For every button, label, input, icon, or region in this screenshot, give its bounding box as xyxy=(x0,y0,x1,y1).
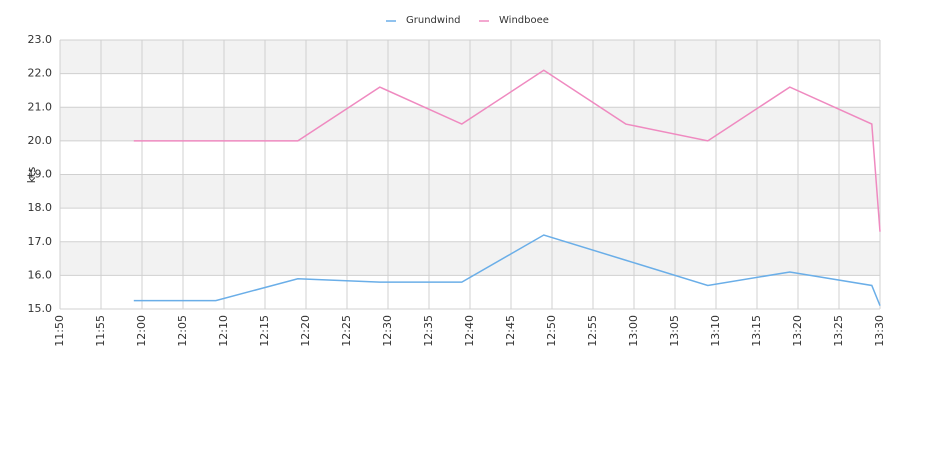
x-tick-label: 11:50 xyxy=(53,315,66,347)
x-tick-label: 12:00 xyxy=(135,315,148,347)
y-axis-label: kts xyxy=(25,167,38,184)
x-tick-label: 12:20 xyxy=(299,315,312,347)
y-tick-label: 22.0 xyxy=(28,67,53,80)
x-tick-label: 12:35 xyxy=(422,315,435,347)
y-tick-label: 19.0 xyxy=(28,168,53,181)
x-tick-label: 11:55 xyxy=(94,315,107,347)
x-tick-label: 13:15 xyxy=(750,315,763,347)
y-tick-label: 15.0 xyxy=(28,302,53,315)
y-tick-label: 23.0 xyxy=(28,33,53,46)
x-tick-label: 12:55 xyxy=(586,315,599,347)
y-tick-label: 16.0 xyxy=(28,268,53,281)
x-tick-label: 12:45 xyxy=(504,315,517,347)
legend-label: Grundwind xyxy=(406,15,461,26)
y-tick-label: 17.0 xyxy=(28,235,53,248)
y-tick-label: 18.0 xyxy=(28,201,53,214)
x-tick-label: 13:20 xyxy=(791,315,804,347)
x-tick-label: 12:50 xyxy=(545,315,558,347)
series-line xyxy=(133,69,881,232)
x-tick-label: 12:25 xyxy=(340,315,353,347)
legend-label: Windboee xyxy=(499,15,549,26)
x-tick-label: 12:30 xyxy=(381,315,394,347)
x-tick-label: 13:25 xyxy=(832,315,845,347)
x-tick-label: 12:05 xyxy=(176,315,189,347)
x-tick-label: 13:10 xyxy=(709,315,722,347)
x-tick-label: 13:00 xyxy=(627,315,640,347)
x-tick-label: 13:05 xyxy=(668,315,681,347)
x-tick-label: 12:15 xyxy=(258,315,271,347)
series-line xyxy=(133,234,881,306)
y-tick-label: 20.0 xyxy=(28,134,53,147)
x-tick-label: 12:40 xyxy=(463,315,476,347)
y-tick-label: 21.0 xyxy=(28,100,53,113)
x-tick-label: 13:30 xyxy=(873,315,886,347)
x-tick-label: 12:10 xyxy=(217,315,230,347)
